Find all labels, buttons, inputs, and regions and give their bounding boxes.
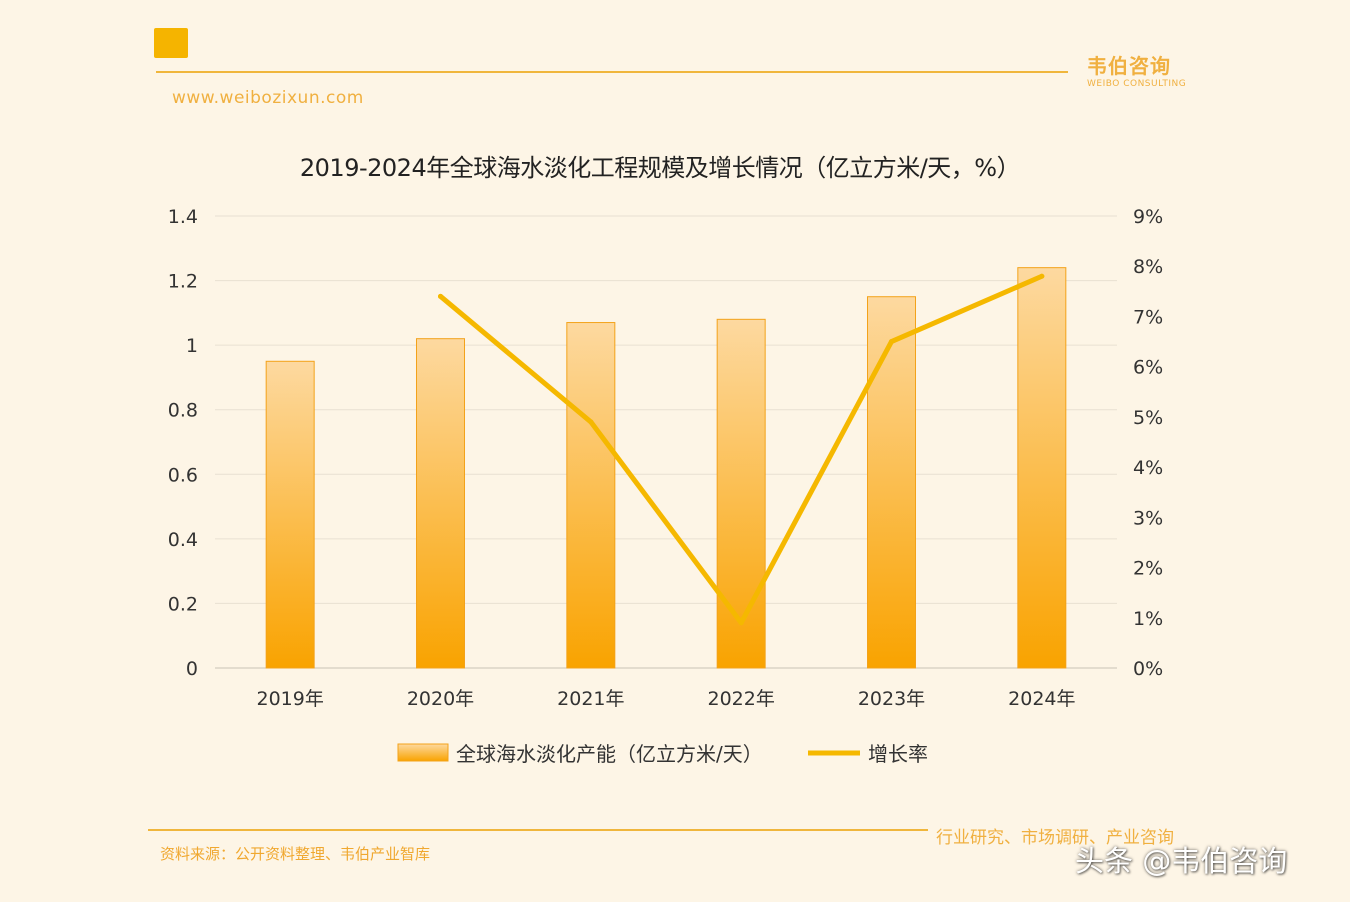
growth-rate-point — [1039, 273, 1045, 279]
bar — [867, 296, 916, 669]
y-right-tick-label: 2% — [1133, 558, 1163, 580]
legend-label-capacity: 全球海水淡化产能（亿立方米/天） — [456, 742, 763, 766]
bar — [1017, 267, 1067, 669]
chart-title: 2019-2024年全球海水淡化工程规模及增长情况（亿立方米/天，%） — [299, 154, 1021, 182]
y-right-tick-label: 6% — [1133, 357, 1163, 379]
brand-logo-square — [154, 28, 188, 58]
growth-rate-point — [588, 419, 594, 425]
growth-rate-point — [438, 293, 443, 299]
bar — [566, 322, 616, 669]
y-right-tick-label: 1% — [1133, 608, 1163, 630]
source-note: 资料来源：公开资料整理、韦伯产业智库 — [160, 845, 431, 863]
bar — [416, 338, 465, 669]
bar — [716, 318, 766, 669]
grid-lines — [215, 215, 1117, 669]
brand-name-en: WEIBO CONSULTING — [1087, 79, 1187, 89]
line-series — [438, 273, 1045, 626]
bar-series — [265, 267, 1067, 669]
y-left-tick-label: 1.2 — [168, 271, 198, 293]
bar — [265, 360, 315, 669]
y-right-tick-label: 4% — [1133, 457, 1163, 479]
legend: 全球海水淡化产能（亿立方米/天） 增长率 — [397, 742, 928, 766]
legend-label-growth: 增长率 — [868, 742, 928, 766]
watermark: 头条 @韦伯咨询 — [1075, 844, 1288, 878]
axes: 0 0.2 0.4 0.6 0.8 1 1.2 1.4 0% 1% 2% 3% 4% 5% 6% 7% 8% 9%… — [168, 206, 1163, 710]
y-right-tick-label: 0% — [1133, 658, 1163, 680]
x-tick-label: 2022年 — [707, 688, 774, 710]
y-left-tick-label: 0.8 — [168, 400, 198, 422]
legend-swatch-capacity — [397, 743, 449, 762]
x-tick-label: 2021年 — [557, 688, 624, 710]
y-left-tick-label: 1.4 — [168, 206, 198, 228]
x-tick-label: 2019年 — [256, 688, 323, 710]
x-tick-label: 2020年 — [407, 688, 474, 710]
y-right-tick-label: 7% — [1133, 306, 1163, 328]
y-right-tick-label: 9% — [1133, 206, 1163, 228]
x-tick-label: 2024年 — [1008, 688, 1075, 710]
y-right-tick-label: 3% — [1133, 507, 1163, 529]
site-url[interactable]: www.weibozixun.com — [172, 88, 364, 108]
y-right-tick-label: 8% — [1133, 256, 1163, 278]
growth-rate-point — [738, 620, 744, 626]
footer-divider — [148, 829, 928, 831]
brand-name-cn: 韦伯咨询 — [1087, 54, 1171, 78]
growth-rate-point — [889, 339, 894, 345]
y-left-tick-label: 0.4 — [168, 529, 198, 551]
y-left-tick-label: 1 — [186, 335, 198, 357]
y-left-tick-label: 0 — [186, 658, 198, 680]
tagline: 行业研究、市场调研、产业咨询 — [936, 828, 1174, 848]
header-divider — [156, 71, 1068, 73]
x-tick-label: 2023年 — [858, 688, 925, 710]
y-right-tick-label: 5% — [1133, 407, 1163, 429]
y-left-tick-label: 0.6 — [168, 464, 198, 486]
y-left-tick-label: 0.2 — [168, 593, 198, 615]
